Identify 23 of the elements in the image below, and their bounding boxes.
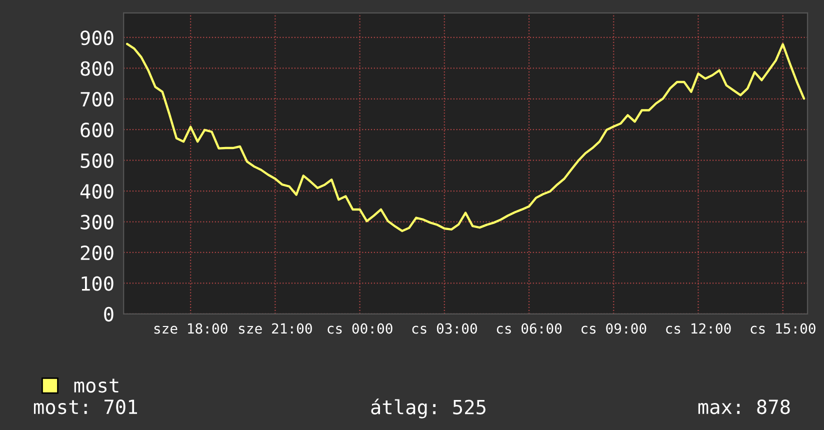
x-tick-label: cs 09:00 <box>582 323 646 334</box>
y-tick-label: 400 <box>80 184 114 199</box>
text: átlag: 525 <box>371 398 486 418</box>
y-tick-label: 500 <box>80 153 114 168</box>
line-series <box>126 42 806 232</box>
y-tick-label: 100 <box>82 276 114 291</box>
x-tick-label: sze 21:00 <box>239 323 312 334</box>
x-tick-label: cs 00:00 <box>328 323 392 334</box>
y-tick-label: 200 <box>80 245 114 260</box>
x-tick-label: cs 12:00 <box>666 323 731 334</box>
y-tick-label: 600 <box>80 122 114 138</box>
x-tick-label: cs 15:00 <box>750 323 816 334</box>
y-tick-label: 900 <box>80 30 114 46</box>
y-tick-label: 0 <box>104 306 114 322</box>
y-tick-label: 700 <box>80 92 114 107</box>
text: most: 701 <box>34 399 137 414</box>
legend-label: most <box>74 378 118 393</box>
x-tick-label: cs 06:00 <box>496 323 562 334</box>
text: max: 878 <box>698 399 790 414</box>
x-tick-label: sze 18:00 <box>154 323 228 334</box>
y-tick-label: 300 <box>80 214 114 230</box>
y-tick-label: 800 <box>80 61 114 76</box>
x-tick-label: cs 03:00 <box>412 323 477 334</box>
